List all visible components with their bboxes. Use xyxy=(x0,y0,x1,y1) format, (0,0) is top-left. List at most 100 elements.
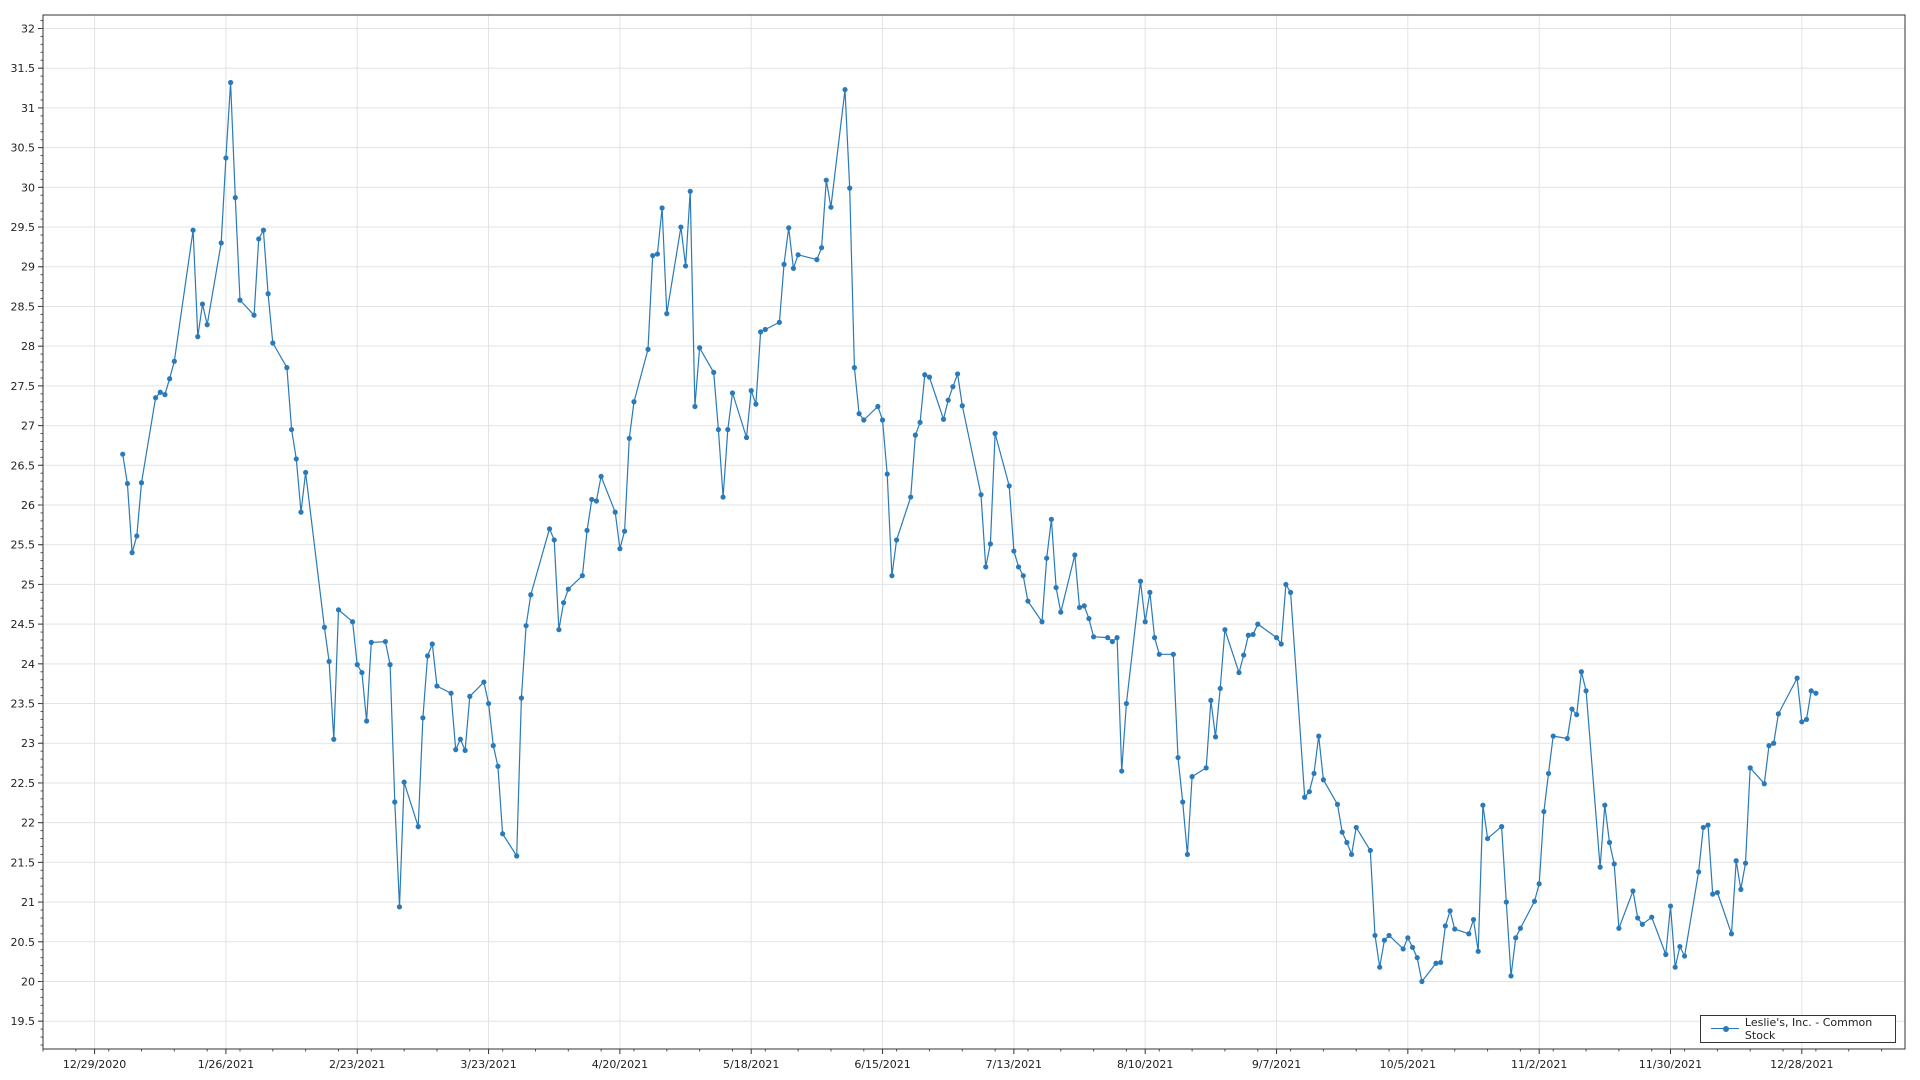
data-point xyxy=(1287,589,1294,595)
data-point xyxy=(359,669,365,676)
data-point xyxy=(1728,931,1735,937)
data-point xyxy=(781,261,787,267)
data-point xyxy=(940,416,947,422)
data-point xyxy=(1649,914,1655,920)
data-point xyxy=(1203,765,1209,771)
data-point xyxy=(1414,955,1420,961)
data-point xyxy=(1339,829,1345,835)
data-point xyxy=(331,736,337,742)
data-point xyxy=(1311,770,1317,777)
data-point xyxy=(786,225,792,231)
data-point xyxy=(621,528,628,534)
data-point xyxy=(598,473,604,480)
data-point xyxy=(364,718,370,724)
data-point xyxy=(992,430,998,437)
data-point xyxy=(218,240,224,246)
data-point xyxy=(1278,641,1284,647)
data-point xyxy=(368,639,374,645)
data-point xyxy=(1466,931,1472,937)
data-point xyxy=(518,695,524,701)
data-point xyxy=(448,690,454,696)
data-point xyxy=(199,301,206,307)
data-point xyxy=(697,345,703,351)
data-point xyxy=(1733,858,1739,864)
data-point xyxy=(1353,824,1359,831)
data-point xyxy=(776,319,782,325)
data-point xyxy=(1813,690,1819,696)
data-point xyxy=(392,799,398,805)
data-point xyxy=(298,509,304,515)
data-point xyxy=(1076,604,1083,611)
data-point xyxy=(1452,926,1458,932)
grid xyxy=(43,15,1905,1049)
data-point xyxy=(129,550,135,556)
x-tick-label: 11/2/2021 xyxy=(1511,1058,1567,1071)
data-point xyxy=(171,358,177,364)
data-point xyxy=(551,537,557,543)
y-tick-label: 28 xyxy=(21,340,35,353)
data-point xyxy=(1400,946,1406,952)
data-point xyxy=(1696,869,1702,875)
y-tick-label: 30 xyxy=(21,181,35,194)
data-point xyxy=(256,236,262,242)
data-point xyxy=(861,417,867,423)
data-point xyxy=(1123,700,1130,707)
y-tick-label: 21.5 xyxy=(11,856,36,869)
data-point xyxy=(1569,706,1575,712)
data-point xyxy=(1348,851,1355,858)
data-point xyxy=(190,227,196,233)
y-tick-label: 23 xyxy=(21,737,35,750)
data-point xyxy=(251,312,257,318)
data-point xyxy=(1677,943,1683,950)
data-point xyxy=(335,607,342,613)
data-point xyxy=(1053,584,1059,591)
data-point xyxy=(579,573,585,579)
data-point xyxy=(1048,516,1054,522)
data-point xyxy=(729,390,736,396)
data-point xyxy=(1405,935,1411,941)
data-point xyxy=(396,904,403,910)
data-point xyxy=(584,527,590,534)
data-point xyxy=(1447,908,1453,914)
data-point xyxy=(1015,564,1022,570)
data-point xyxy=(894,537,900,543)
data-point xyxy=(753,401,759,407)
data-point xyxy=(654,251,661,257)
y-tick-label: 20 xyxy=(21,975,35,988)
plot-frame xyxy=(42,14,1906,1050)
data-point xyxy=(762,326,768,333)
y-tick-label: 32 xyxy=(21,23,35,36)
series-line xyxy=(122,82,1817,983)
y-tick-label: 27.5 xyxy=(11,380,36,393)
x-tick-label: 12/29/2020 xyxy=(63,1058,126,1071)
data-point xyxy=(223,155,229,161)
data-point xyxy=(954,371,961,377)
data-point xyxy=(1147,589,1153,595)
data-point xyxy=(1137,578,1144,584)
data-point xyxy=(748,388,754,394)
data-point xyxy=(987,541,994,547)
data-point xyxy=(546,526,553,532)
data-point xyxy=(321,624,328,630)
data-point xyxy=(495,763,501,769)
data-point xyxy=(1020,573,1026,579)
data-point xyxy=(1086,615,1092,622)
y-tick-label: 21 xyxy=(21,896,35,909)
data-point xyxy=(1761,781,1767,787)
data-point xyxy=(424,653,431,659)
data-point xyxy=(415,824,421,830)
data-point xyxy=(1667,903,1674,909)
data-point xyxy=(687,188,693,194)
data-point xyxy=(682,263,689,269)
data-point xyxy=(1419,978,1425,985)
data-point xyxy=(1578,669,1584,675)
data-point xyxy=(1306,789,1312,795)
data-point xyxy=(1433,960,1439,966)
data-point xyxy=(1217,685,1223,692)
data-point xyxy=(1672,964,1678,970)
y-tick-label: 27 xyxy=(21,420,35,433)
y-tick-label: 26 xyxy=(21,499,35,512)
data-point xyxy=(434,683,440,689)
data-point xyxy=(757,329,764,335)
